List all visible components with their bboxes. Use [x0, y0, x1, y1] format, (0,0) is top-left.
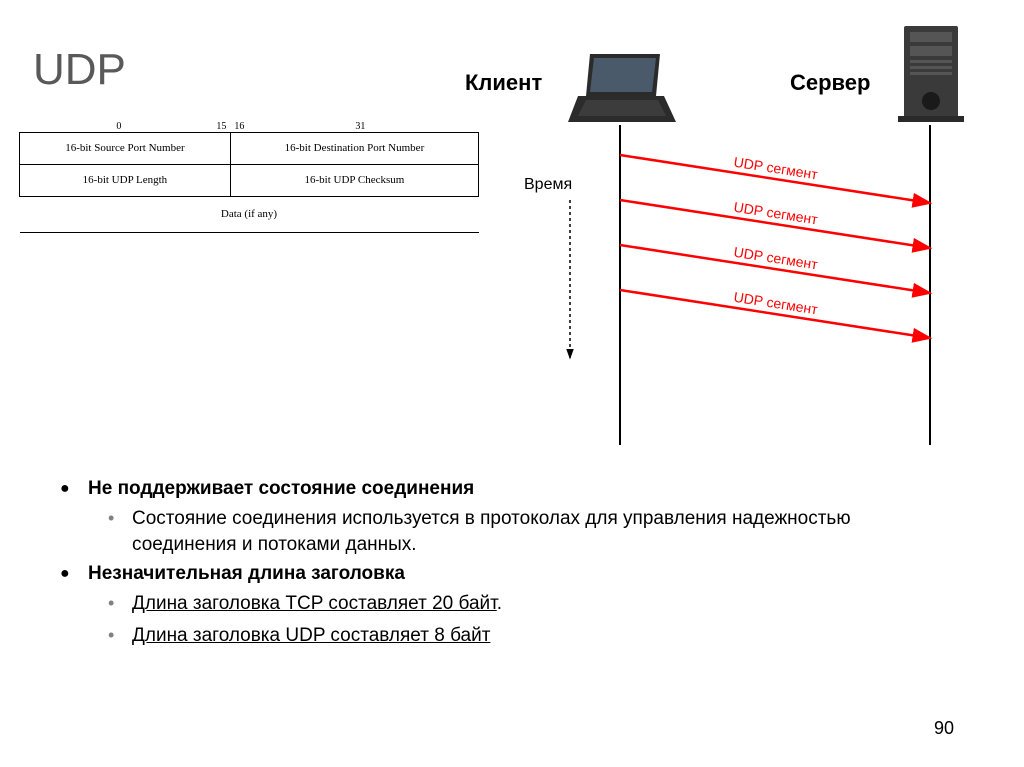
- bullet-2-1: Длина заголовка TCP составляет 20 байт.: [60, 591, 940, 617]
- page-number: 90: [934, 718, 954, 739]
- sequence-diagram: UDP сегментUDP сегментUDP сегментUDP сег…: [0, 0, 1024, 470]
- bullet-list: Не поддерживает состояние соединения Сос…: [60, 478, 940, 655]
- bullet-1-1: Состояние соединения используется в прот…: [60, 506, 940, 557]
- bullet-2-1-text: Длина заголовка TCP составляет 20 байт: [132, 593, 497, 614]
- bullet-2: Незначительная длина заголовка: [60, 563, 940, 585]
- bullet-1: Не поддерживает состояние соединения: [60, 478, 940, 500]
- bullet-2-2: Длина заголовка UDP составляет 8 байт: [60, 623, 940, 649]
- bullet-2-2-text: Длина заголовка UDP составляет 8 байт: [132, 625, 490, 646]
